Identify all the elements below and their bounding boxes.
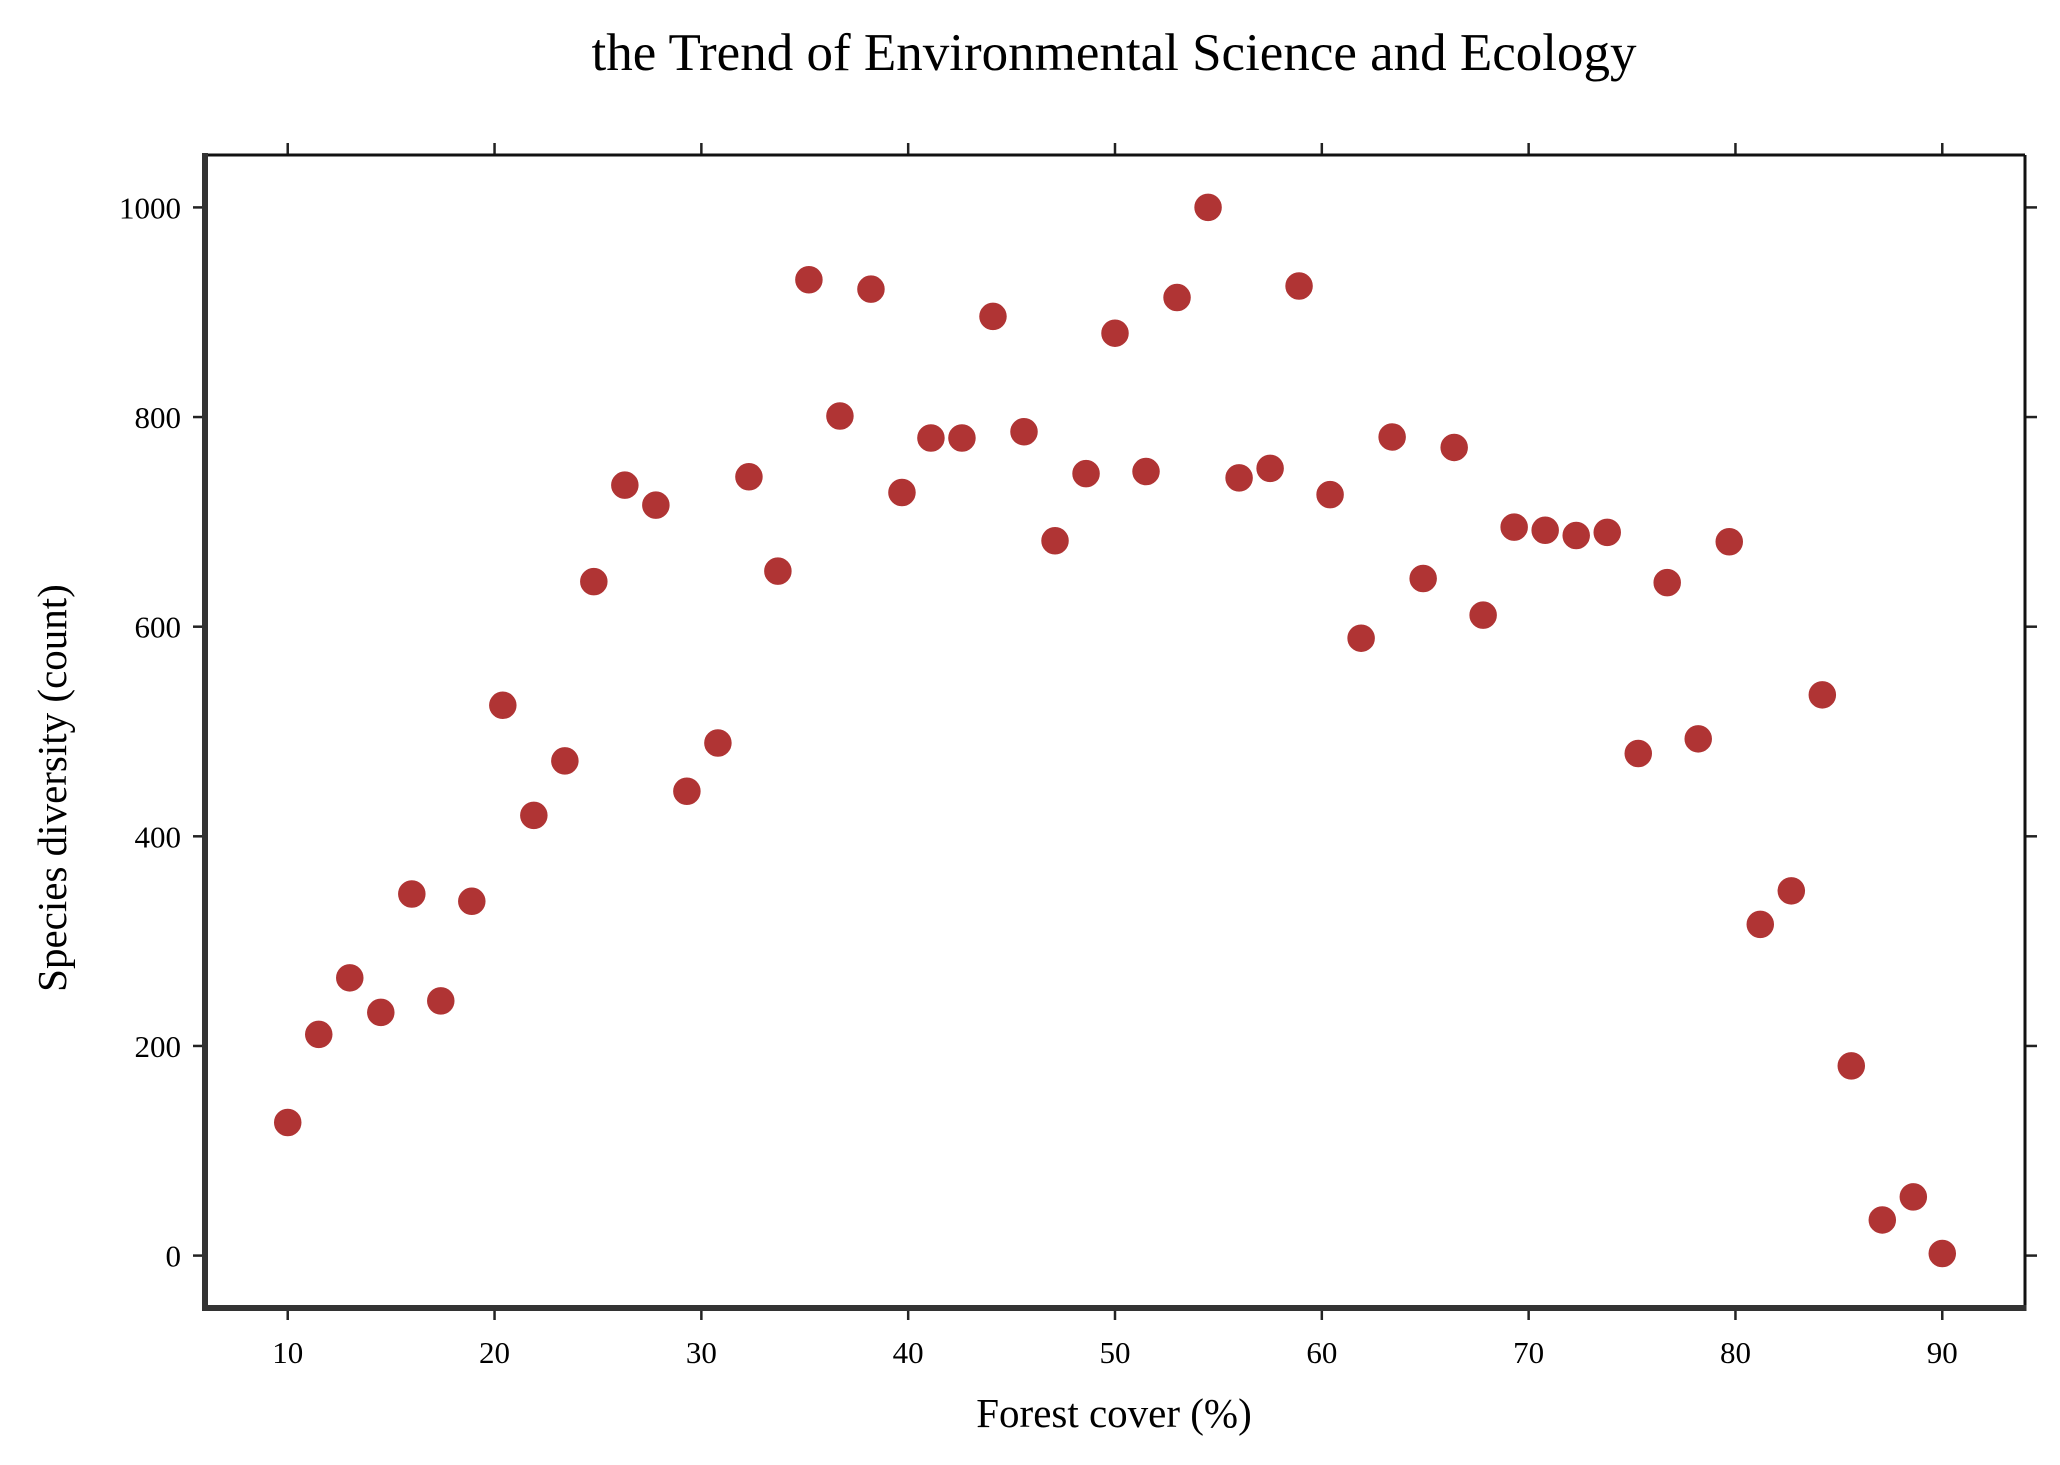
data-point (1498, 511, 1530, 543)
data-point (334, 962, 366, 994)
data-point (1807, 679, 1838, 711)
data-point (1099, 317, 1131, 349)
x-tick-label: 30 (686, 1335, 717, 1370)
data-point (1161, 282, 1193, 313)
data-point (303, 1019, 334, 1050)
data-point (671, 775, 703, 807)
data-point (1927, 1238, 1958, 1269)
data-point (578, 566, 610, 597)
data-point (977, 301, 1009, 332)
x-tick-label: 60 (1306, 1335, 1337, 1370)
data-point (733, 461, 765, 493)
data-point (640, 489, 672, 521)
data-point (1560, 520, 1592, 551)
data-point (549, 745, 581, 777)
data-point (1591, 517, 1623, 548)
x-tick-label: 10 (272, 1335, 303, 1370)
y-tick-label: 800 (135, 400, 182, 435)
data-point (1529, 514, 1561, 546)
x-tick-label: 80 (1720, 1335, 1751, 1370)
x-tick-label: 50 (1100, 1335, 1131, 1370)
points-layer (272, 192, 1958, 1269)
data-point (1714, 526, 1745, 558)
data-point (1283, 270, 1315, 302)
data-point (1070, 458, 1102, 489)
data-point (1467, 599, 1499, 631)
data-point (1039, 525, 1071, 556)
data-point (762, 555, 794, 587)
data-point (824, 400, 856, 432)
data-point (518, 800, 550, 831)
data-point (365, 997, 397, 1028)
x-tick-label: 70 (1513, 1335, 1544, 1370)
y-tick-label: 200 (135, 1029, 182, 1064)
data-point (1651, 567, 1683, 598)
data-point (396, 878, 428, 910)
data-point (456, 886, 488, 917)
ticks-layer: 10 20 30 40 50 60 70 80 90 0 200 400 600 800 1000 (119, 143, 2037, 1370)
data-point (915, 422, 947, 454)
data-point (702, 727, 734, 759)
data-point (1623, 738, 1654, 769)
data-point (793, 264, 825, 295)
data-point (1682, 723, 1714, 755)
data-point (1223, 462, 1255, 494)
y-tick-label: 600 (135, 610, 182, 645)
data-point (1836, 1050, 1867, 1082)
data-point (1898, 1181, 1929, 1213)
data-point (1407, 563, 1439, 594)
data-point (1345, 622, 1377, 654)
data-point (855, 273, 887, 305)
x-axis-label: Forest cover (%) (976, 1390, 1252, 1436)
y-tick-label: 1000 (119, 190, 181, 225)
y-tick-label: 400 (135, 819, 182, 854)
data-point (272, 1107, 303, 1138)
data-point (886, 477, 918, 508)
plot-frame (202, 153, 2027, 1311)
data-point (1776, 875, 1807, 907)
chart-title: the Trend of Environmental Science and E… (591, 24, 1637, 82)
y-tick-label: 0 (166, 1239, 182, 1274)
data-point (1008, 416, 1040, 447)
data-point (1745, 909, 1776, 940)
data-point (425, 985, 457, 1017)
data-point (487, 690, 519, 721)
data-point (1314, 479, 1346, 510)
x-tick-label: 20 (479, 1335, 510, 1370)
data-point (1192, 192, 1224, 223)
x-tick-label: 40 (893, 1335, 924, 1370)
data-point (1376, 421, 1408, 453)
data-point (609, 469, 641, 501)
data-point (946, 422, 978, 454)
x-tick-label: 90 (1927, 1335, 1958, 1370)
data-point (1867, 1204, 1898, 1236)
data-point (1130, 456, 1162, 487)
data-point (1254, 453, 1286, 484)
y-axis-label: Species diversity (count) (29, 584, 75, 992)
data-point (1438, 432, 1470, 463)
